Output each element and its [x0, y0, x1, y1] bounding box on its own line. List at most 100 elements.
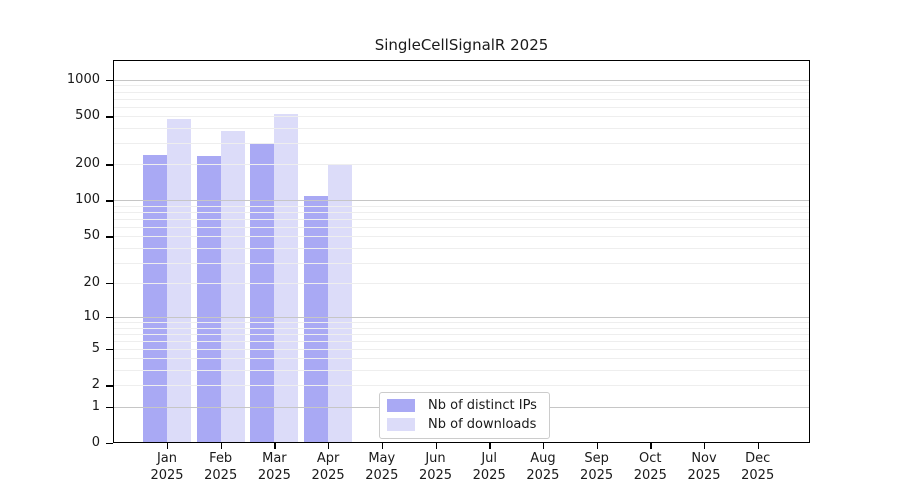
bar-downloads-jan — [167, 119, 191, 443]
y-tick-label-200: 200 — [75, 156, 100, 172]
minor-gridline-700 — [113, 98, 810, 100]
minor-gridline-4 — [113, 358, 810, 360]
x-tick-nov — [704, 443, 706, 449]
minor-gridline-8 — [113, 327, 810, 329]
minor-gridline-600 — [113, 106, 810, 108]
y-tick-1 — [106, 406, 113, 408]
x-tick-label-sep: Sep 2025 — [570, 450, 624, 484]
x-tick-year-feb: 2025 — [204, 468, 238, 483]
x-tick-year-dec: 2025 — [741, 468, 775, 483]
y-tick-200 — [106, 164, 113, 166]
legend-swatch-distinct-ips — [387, 399, 415, 412]
x-tick-label-jan: Jan 2025 — [140, 450, 194, 484]
bar-distinct-ips-jan — [143, 154, 167, 443]
minor-gridline-50 — [113, 236, 810, 238]
x-tick-label-dec: Dec 2025 — [731, 450, 785, 484]
legend-row-downloads: Nb of downloads — [387, 417, 537, 432]
x-tick-label-may: May 2025 — [355, 450, 409, 484]
minor-gridline-90 — [113, 205, 810, 207]
y-tick-20 — [106, 283, 113, 285]
x-tick-dec — [757, 443, 760, 449]
minor-gridline-200 — [113, 164, 810, 166]
x-tick-year-may: 2025 — [365, 468, 399, 483]
bar-downloads-apr — [328, 165, 353, 443]
legend-label-distinct-ips: Nb of distinct IPs — [428, 398, 537, 413]
x-tick-jan — [167, 443, 169, 449]
chart-title: SingleCellSignalR 2025 — [374, 36, 549, 54]
minor-gridline-400 — [113, 128, 810, 130]
y-tick-0 — [106, 443, 113, 445]
y-tick-label-20: 20 — [83, 275, 100, 290]
x-tick-may — [381, 443, 384, 449]
minor-gridline-800 — [113, 91, 810, 93]
y-tick-label-10: 10 — [83, 308, 100, 324]
y-tick-label-1000: 1000 — [66, 71, 100, 87]
y-tick-100 — [106, 200, 113, 202]
x-tick-year-jan: 2025 — [150, 468, 184, 483]
legend: Nb of distinct IPs Nb of downloads — [379, 392, 550, 439]
y-tick-label-500: 500 — [75, 108, 100, 124]
minor-gridline-80 — [113, 212, 810, 214]
minor-gridline-9 — [113, 322, 810, 323]
y-tick-1000 — [106, 79, 113, 82]
x-tick-year-oct: 2025 — [633, 468, 667, 483]
major-gridline-1000 — [113, 79, 810, 81]
x-tick-oct — [650, 443, 652, 449]
minor-gridline-6 — [113, 340, 810, 342]
major-gridline-100 — [113, 200, 810, 202]
x-tick-year-aug: 2025 — [526, 468, 560, 483]
x-tick-mar — [274, 443, 276, 449]
legend-label-downloads: Nb of downloads — [428, 417, 537, 432]
minor-gridline-20 — [113, 283, 810, 284]
x-tick-jul — [489, 443, 491, 449]
major-gridline-10 — [113, 316, 810, 318]
x-tick-label-mar: Mar 2025 — [247, 450, 301, 484]
x-tick-label-apr: Apr 2025 — [301, 450, 355, 484]
x-tick-apr — [328, 443, 330, 449]
minor-gridline-2 — [113, 385, 810, 387]
minor-gridline-900 — [113, 85, 810, 87]
minor-gridline-5 — [113, 348, 810, 350]
minor-gridline-60 — [113, 226, 810, 228]
bar-downloads-mar — [274, 114, 299, 443]
minor-gridline-300 — [113, 143, 810, 145]
x-tick-year-jul: 2025 — [472, 468, 506, 483]
bar-distinct-ips-feb — [196, 156, 221, 443]
x-tick-year-mar: 2025 — [257, 468, 291, 483]
x-tick-year-nov: 2025 — [687, 468, 721, 483]
x-tick-label-feb: Feb 2025 — [194, 450, 248, 484]
minor-gridline-3 — [113, 370, 810, 372]
x-tick-year-apr: 2025 — [311, 468, 345, 483]
x-tick-year-sep: 2025 — [580, 468, 614, 483]
minor-gridline-70 — [113, 218, 810, 220]
y-tick-label-2: 2 — [91, 377, 100, 393]
minor-gridline-40 — [113, 247, 810, 249]
x-tick-label-nov: Nov 2025 — [677, 450, 731, 484]
y-tick-label-100: 100 — [75, 192, 100, 208]
y-tick-10 — [106, 316, 113, 319]
x-tick-jun — [435, 443, 437, 449]
y-tick-label-1: 1 — [91, 398, 100, 414]
bar-downloads-feb — [220, 130, 245, 443]
y-tick-2 — [106, 385, 113, 387]
minor-gridline-30 — [113, 262, 810, 264]
y-tick-5 — [106, 348, 113, 351]
minor-gridline-500 — [113, 116, 810, 118]
x-tick-feb — [220, 443, 223, 449]
y-tick-label-0: 0 — [91, 435, 100, 450]
x-tick-year-jun: 2025 — [418, 468, 453, 483]
y-tick-50 — [106, 236, 113, 238]
minor-gridline-7 — [113, 333, 810, 335]
x-tick-aug — [542, 443, 545, 449]
x-tick-label-jun: Jun 2025 — [409, 450, 463, 484]
legend-swatch-downloads — [387, 418, 415, 431]
x-tick-sep — [596, 443, 598, 449]
x-tick-label-oct: Oct 2025 — [623, 450, 677, 484]
x-tick-label-jul: Jul 2025 — [462, 450, 516, 484]
y-tick-label-5: 5 — [91, 340, 100, 356]
y-tick-label-50: 50 — [83, 228, 100, 244]
